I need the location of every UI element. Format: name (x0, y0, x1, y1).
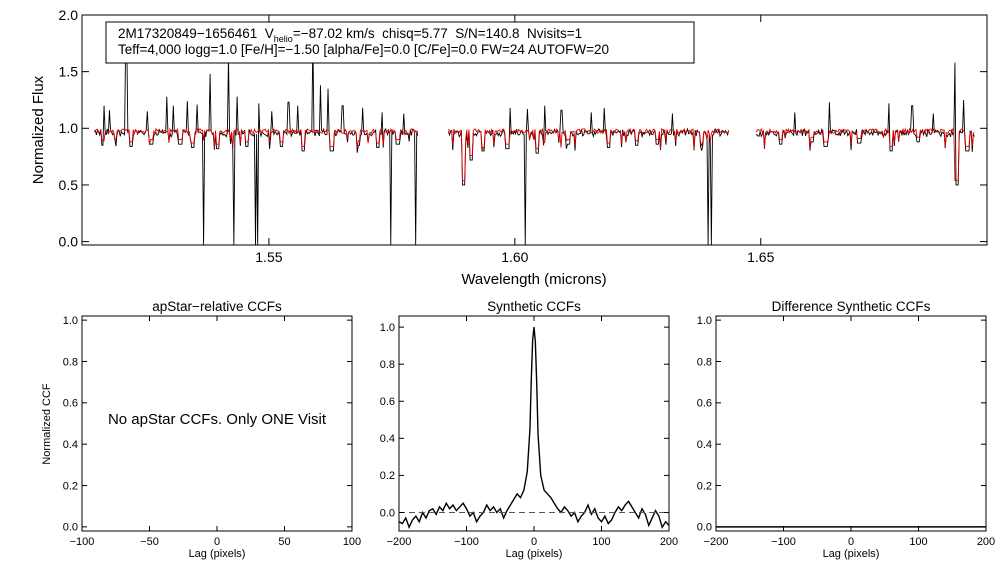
x-tick-label: 1.60 (501, 249, 528, 265)
x-tick-label: 100 (343, 536, 361, 548)
annotation-line-2: Teff=4,000 logg=1.0 [Fe/H]=−1.50 [alpha/… (118, 42, 609, 57)
y-tick-label: 0.2 (697, 480, 712, 492)
y-tick-label: 0.5 (59, 177, 79, 193)
spectrum-data-layer (93, 37, 975, 246)
apstar-ccf-xlabel: Lag (pixels) (189, 548, 246, 560)
x-tick-label: 0 (214, 536, 220, 548)
synthetic-ccf-frame (398, 315, 670, 532)
difference-ccf-panel: −200 −100 0 100 200 0.0 0.2 0.4 0.6 0.8 1.0 Differ… (697, 299, 995, 560)
annotation-line-1: 2M17320849−1656461 Vhelio=−87.02 km/s ch… (118, 26, 582, 44)
x-tick-label: 1.55 (255, 249, 282, 265)
x-tick-label: −100 (454, 536, 479, 548)
annotation-line-1-rest: =−87.02 km/s chisq=5.77 S/N=140.8 Nvisit… (293, 26, 582, 41)
spectrum-panel: 1.55 1.60 1.65 0.0 0.5 1.0 1.5 2.0 Wavelength (… (30, 7, 988, 288)
spectrum-ticks: 1.55 1.60 1.65 0.0 0.5 1.0 1.5 2.0 (59, 7, 987, 265)
y-tick-label: 0.6 (380, 396, 395, 408)
y-tick-label: 0.0 (63, 522, 78, 534)
spectrum-frame (81, 14, 988, 246)
observed-spectrum-line (755, 62, 975, 186)
difference-ccf-ticks: −200 −100 0 100 200 0.0 0.2 0.4 0.6 0.8 1.0 (697, 315, 995, 548)
y-tick-label: 0.4 (63, 439, 78, 451)
x-tick-label: 0 (848, 536, 854, 548)
y-tick-label: 0.4 (697, 439, 712, 451)
y-tick-label: 0.8 (697, 356, 712, 368)
y-tick-label: 1.0 (63, 315, 78, 327)
no-ccf-message: No apStar CCFs. Only ONE Visit (108, 411, 327, 428)
difference-ccf-frame (715, 315, 987, 532)
x-tick-label: −200 (704, 536, 729, 548)
star-id: 2M17320849−1656461 (118, 26, 257, 41)
y-tick-label: 0.6 (697, 398, 712, 410)
synthetic-ccf-title: Synthetic CCFs (487, 299, 581, 314)
vhelio-symbol: V (265, 26, 274, 41)
x-tick-label: 0 (531, 536, 537, 548)
y-tick-label: 2.0 (59, 7, 79, 23)
y-tick-label: 0.0 (59, 234, 79, 250)
y-tick-label: 0.8 (380, 359, 395, 371)
y-tick-label: 1.5 (59, 64, 79, 80)
y-tick-label: 0.2 (380, 470, 395, 482)
difference-ccf-title: Difference Synthetic CCFs (772, 299, 931, 314)
model-spectrum-line (448, 127, 730, 181)
x-tick-label: 100 (592, 536, 610, 548)
observed-spectrum-line (94, 37, 419, 246)
spectrum-xlabel: Wavelength (microns) (461, 271, 606, 288)
spectrum-ylabel: Normalized Flux (30, 75, 47, 184)
synthetic-ccf-ticks: −200 −100 0 100 200 0.0 0.2 0.4 0.6 0.8 1.0 (380, 316, 678, 548)
x-tick-label: 1.65 (747, 249, 774, 265)
y-tick-label: 1.0 (697, 315, 712, 327)
observed-spectrum-line (447, 105, 730, 246)
y-tick-label: 0.8 (63, 356, 78, 368)
y-tick-label: 0.2 (63, 480, 78, 492)
y-tick-label: 0.6 (63, 398, 78, 410)
x-tick-label: −100 (771, 536, 796, 548)
synthetic-ccf-xlabel: Lag (pixels) (506, 548, 563, 560)
x-tick-label: 100 (909, 536, 927, 548)
y-tick-label: 0.0 (697, 522, 712, 534)
apstar-ccf-panel: −100 −50 0 50 100 0.0 0.2 0.4 0.6 0.8 1.0 apStar−r… (41, 299, 361, 560)
x-tick-label: 50 (278, 536, 290, 548)
synthetic-ccf-panel: −200 −100 0 100 200 0.0 0.2 0.4 0.6 0.8 1.0 Synthe… (380, 299, 678, 560)
x-tick-label: 200 (660, 536, 678, 548)
x-tick-label: 200 (977, 536, 995, 548)
apstar-ccf-ylabel: Normalized CCF (41, 383, 53, 465)
apstar-ccf-ticks: −100 −50 0 50 100 0.0 0.2 0.4 0.6 0.8 1.0 (63, 315, 361, 548)
y-tick-label: 0.4 (380, 433, 395, 445)
model-spectrum-line (755, 127, 975, 181)
apstar-ccf-title: apStar−relative CCFs (152, 299, 282, 314)
x-tick-label: −200 (387, 536, 412, 548)
difference-ccf-xlabel: Lag (pixels) (823, 548, 880, 560)
model-spectrum-line (93, 127, 419, 150)
y-tick-label: 1.0 (59, 120, 79, 136)
synthetic-ccf-line (398, 327, 670, 530)
x-tick-label: −50 (140, 536, 159, 548)
x-tick-label: −100 (70, 536, 95, 548)
synthetic-ccf-data-layer (398, 327, 670, 530)
y-tick-label: 1.0 (380, 322, 395, 334)
y-tick-label: 0.0 (380, 507, 395, 519)
vhelio-subscript: helio (274, 34, 293, 44)
annotation-box (105, 21, 695, 64)
